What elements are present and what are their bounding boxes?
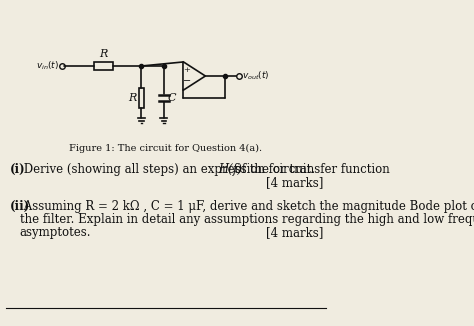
- Text: +: +: [183, 66, 191, 74]
- Text: [4 marks]: [4 marks]: [266, 226, 324, 239]
- Text: Assuming R = 2 kΩ , C = 1 μF, derive and sketch the magnitude Bode plot of: Assuming R = 2 kΩ , C = 1 μF, derive and…: [19, 200, 474, 213]
- Text: $v_{in}(t)$: $v_{in}(t)$: [36, 60, 59, 72]
- Text: −: −: [183, 77, 191, 86]
- Text: C: C: [167, 93, 176, 103]
- Text: $v_{out}(t)$: $v_{out}(t)$: [242, 70, 270, 82]
- Text: Derive (showing all steps) an expression for transfer function: Derive (showing all steps) an expression…: [19, 163, 393, 176]
- Bar: [139, 88, 144, 108]
- Text: the filter. Explain in detail any assumptions regarding the high and low frequen: the filter. Explain in detail any assump…: [19, 213, 474, 226]
- Text: of the circuit.: of the circuit.: [231, 163, 315, 176]
- Text: (ii): (ii): [10, 200, 30, 213]
- Text: (i): (i): [10, 163, 26, 176]
- Text: Figure 1: The circuit for Question 4(a).: Figure 1: The circuit for Question 4(a).: [70, 144, 263, 153]
- Bar: [94, 62, 113, 70]
- Text: H(f): H(f): [219, 163, 242, 176]
- Text: [4 marks]: [4 marks]: [266, 176, 324, 189]
- Text: asymptotes.: asymptotes.: [19, 226, 91, 239]
- Text: R: R: [128, 93, 137, 103]
- Text: R: R: [100, 49, 108, 59]
